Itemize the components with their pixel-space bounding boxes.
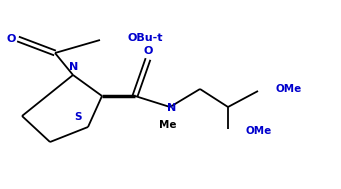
Text: OMe: OMe bbox=[246, 126, 272, 136]
Text: N: N bbox=[69, 62, 79, 72]
Text: Me: Me bbox=[159, 120, 177, 130]
Text: OBu-t: OBu-t bbox=[128, 33, 163, 43]
Text: OMe: OMe bbox=[276, 84, 302, 94]
Text: O: O bbox=[6, 34, 16, 44]
Text: S: S bbox=[74, 112, 82, 122]
Text: O: O bbox=[143, 46, 153, 56]
Text: N: N bbox=[167, 103, 177, 113]
